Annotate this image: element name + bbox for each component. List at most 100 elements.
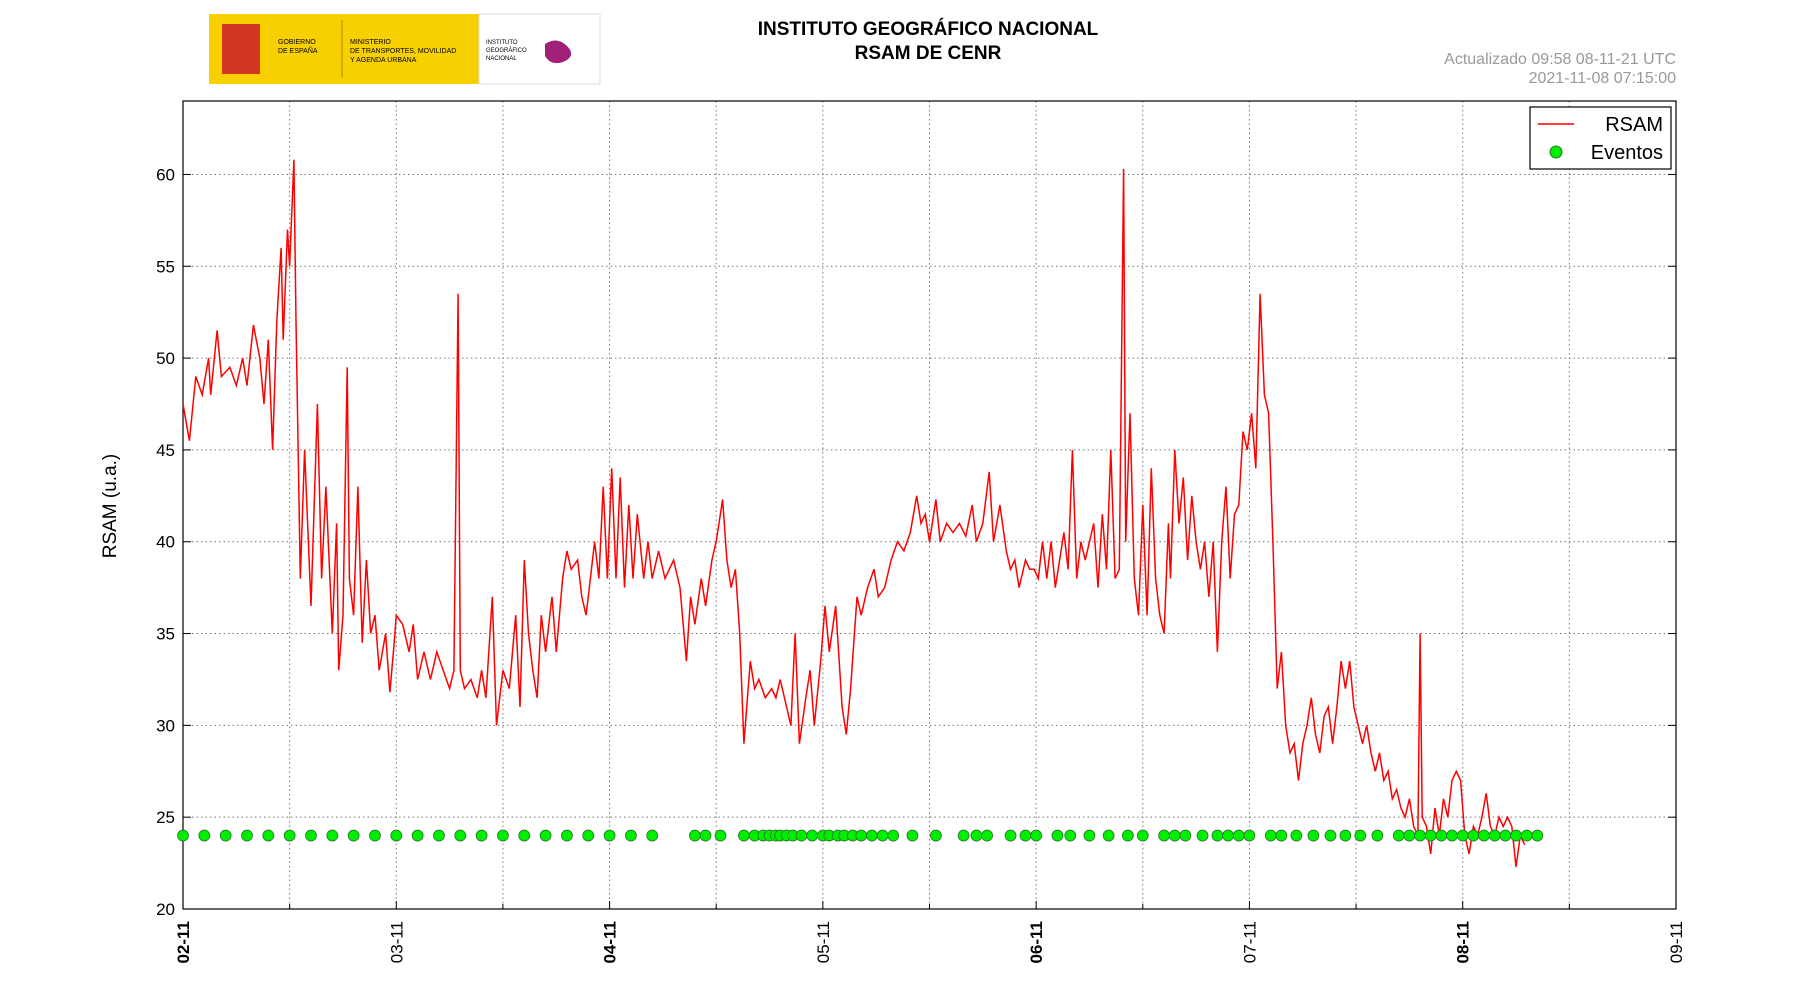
logo-ign: [478, 13, 601, 85]
event-marker: [929, 829, 942, 842]
event-marker: [1019, 829, 1032, 842]
event-marker: [699, 829, 712, 842]
y-tick-label: 20: [156, 900, 175, 919]
event-marker: [1499, 829, 1512, 842]
x-tick-label: 06-11: [1027, 921, 1046, 964]
event-marker: [1243, 829, 1256, 842]
event-marker: [866, 829, 878, 842]
event-marker: [1083, 829, 1096, 842]
event-marker: [198, 829, 211, 842]
event-marker: [219, 829, 232, 842]
legend-box: [1529, 106, 1672, 170]
event-marker: [1414, 829, 1426, 842]
event-marker: [1121, 829, 1134, 842]
event-marker: [1435, 829, 1448, 842]
event-marker: [603, 829, 616, 842]
y-tick-label: 45: [156, 441, 175, 460]
logo-text: Y AGENDA URBANA: [350, 57, 417, 64]
event-marker: [1392, 829, 1405, 842]
event-marker: [1051, 829, 1064, 842]
event-marker: [1179, 829, 1192, 842]
event-marker: [177, 829, 189, 842]
event-marker: [475, 829, 488, 842]
event-marker: [539, 829, 552, 842]
event-marker: [1222, 829, 1234, 842]
logo-text: MINISTERIO: [350, 39, 391, 46]
logo-text: GOBIERNO: [278, 39, 316, 46]
event-marker: [241, 829, 253, 842]
event-marker: [1290, 829, 1303, 842]
y-tick-label: 50: [156, 349, 175, 368]
event-marker: [454, 829, 467, 842]
event-marker: [1168, 829, 1181, 842]
y-tick-label: 25: [156, 808, 175, 827]
event-marker: [262, 829, 275, 842]
event-marker: [1264, 829, 1277, 842]
event-marker: [1467, 829, 1480, 842]
rsam-line: [182, 159, 1526, 867]
event-marker: [1004, 829, 1017, 842]
event-marker: [1520, 829, 1533, 842]
event-marker: [688, 829, 701, 842]
y-axis-label: RSAM (u.a.): [100, 454, 121, 559]
event-marker: [1446, 829, 1458, 842]
event-marker: [518, 829, 531, 842]
event-marker: [1339, 829, 1352, 842]
event-marker: [1030, 829, 1043, 842]
event-marker: [582, 829, 595, 842]
y-tick-label: 60: [156, 165, 175, 184]
logo-mark: [545, 40, 572, 64]
updated: Actualizado 09:58 08-11-21 UTC: [1444, 51, 1676, 68]
event-marker: [1158, 829, 1171, 842]
x-tick-label: 08-11: [1454, 921, 1473, 964]
event-marker: [433, 829, 445, 842]
event-marker: [1211, 829, 1224, 842]
event-marker: [1424, 829, 1437, 842]
event-marker: [390, 829, 403, 842]
logo-text: DE TRANSPORTES, MOVILIDAD: [350, 48, 456, 55]
event-marker: [1307, 829, 1320, 842]
event-marker: [981, 829, 993, 842]
event-marker: [1064, 829, 1077, 842]
y-tick-label: 35: [156, 625, 175, 644]
logo-crest: [222, 24, 260, 74]
event-marker: [795, 829, 808, 842]
x-tick-label: 05-11: [814, 921, 833, 963]
logo-text: INSTITUTO: [486, 40, 518, 46]
event-marker: [1324, 829, 1337, 842]
event-marker: [738, 829, 750, 842]
event-marker: [1478, 829, 1490, 842]
x-tick-label: 03-11: [387, 921, 406, 963]
event-marker: [1354, 829, 1367, 842]
event-marker: [1488, 829, 1501, 842]
event-marker: [1403, 829, 1416, 842]
logo-text: NACIONAL: [486, 56, 517, 62]
chart-title: INSTITUTO GEOGRÁFICO NACIONAL: [758, 18, 1099, 40]
event-marker: [305, 829, 317, 842]
event-marker: [497, 829, 509, 842]
chart-subtitle: RSAM DE CENR: [855, 43, 1002, 64]
logo-text: GEOGRÁFICO: [486, 47, 527, 54]
x-tick-label: 09-11: [1667, 921, 1686, 963]
event-marker: [1371, 829, 1384, 842]
legend-label: RSAM: [1605, 114, 1663, 136]
event-marker: [369, 829, 381, 842]
event-marker: [714, 829, 727, 842]
event-marker: [1510, 829, 1522, 842]
x-tick-label: 04-11: [601, 921, 620, 964]
event-marker: [876, 829, 889, 842]
event-marker: [970, 829, 983, 842]
event-marker: [1232, 829, 1245, 842]
event-marker: [855, 829, 868, 842]
event-marker: [1102, 829, 1115, 842]
event-marker: [283, 829, 296, 842]
event-marker: [906, 829, 919, 842]
event-marker: [411, 829, 424, 842]
logo-text: DE ESPAÑA: [278, 46, 318, 55]
logo: GOBIERNO DE ESPAÑA MINISTERIO DE TRANSPO…: [209, 13, 601, 85]
event-marker: [561, 829, 573, 842]
y-tick-label: 30: [156, 716, 175, 735]
event-marker: [1196, 829, 1209, 842]
legend-label: Eventos: [1591, 142, 1663, 164]
